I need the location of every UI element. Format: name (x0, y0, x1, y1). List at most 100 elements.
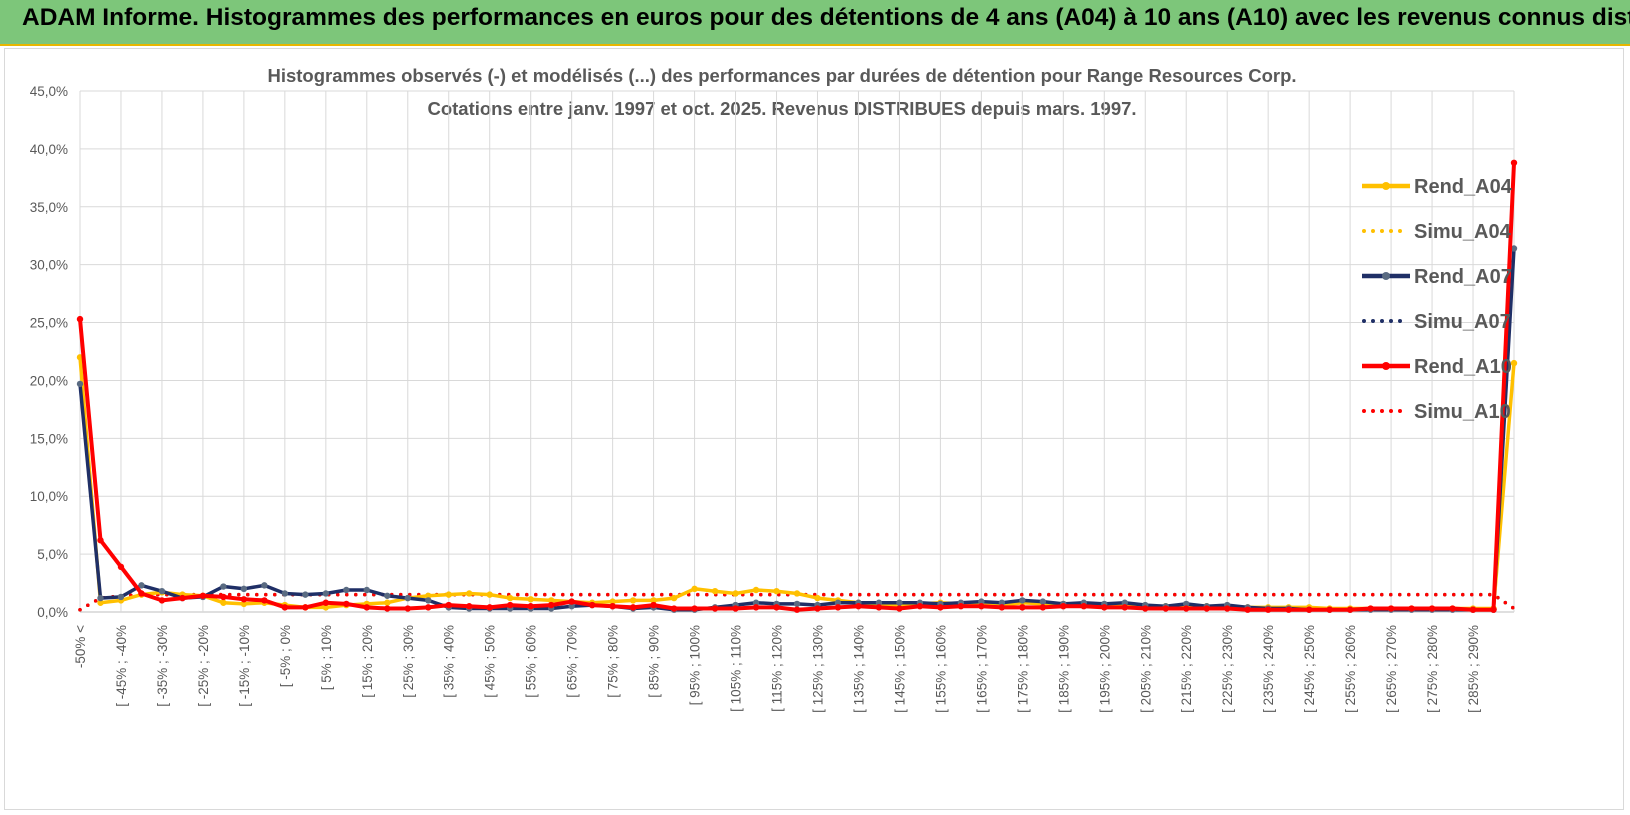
legend-marker (1382, 362, 1390, 370)
y-tick-label: 15,0% (30, 431, 68, 446)
x-tick-label: [ 215% ; 220% (1179, 625, 1194, 713)
data-point (1510, 359, 1518, 367)
data-point (1121, 604, 1128, 611)
data-point (322, 590, 330, 597)
data-point (978, 603, 985, 610)
data-point (76, 315, 84, 323)
chart-subtitle: Cotations entre janv. 1997 et oct. 2025.… (427, 98, 1136, 119)
x-tick-label: [ 165% ; 170% (974, 625, 989, 713)
data-point (1039, 604, 1047, 611)
legend-label: Simu_A04 (1414, 221, 1512, 243)
data-point (855, 603, 862, 610)
x-tick-label: [ 65% ; 70% (565, 625, 580, 698)
data-point (76, 380, 84, 388)
data-point (302, 591, 309, 598)
x-tick-label: [ -25% ; -20% (196, 625, 211, 707)
data-point (486, 591, 493, 598)
data-point (527, 603, 534, 610)
data-point (117, 563, 125, 571)
data-point (1510, 159, 1518, 166)
data-point (1101, 604, 1108, 611)
data-point (343, 600, 350, 608)
x-tick-label: [ 105% ; 110% (729, 625, 744, 712)
chart-frame (4, 48, 1624, 810)
data-point (527, 596, 534, 603)
x-tick-label: [ 155% ; 160% (933, 625, 948, 713)
series-rend-a04 (76, 354, 1518, 612)
data-point (1285, 606, 1292, 613)
data-point (1080, 603, 1088, 610)
x-tick-label: [ 5% ; 10% (319, 625, 334, 690)
x-tick-label: [ 175% ; 180% (1015, 625, 1030, 713)
data-point (547, 601, 555, 609)
data-point (1510, 245, 1518, 252)
x-axis: -50% < [ -45% ; -40% [ -35% ; -30% [ -25% ;… (73, 625, 1481, 713)
data-point (507, 601, 514, 609)
data-point (220, 583, 227, 590)
data-point (322, 604, 330, 611)
x-tick-label: [ 145% ; 150% (892, 625, 907, 713)
data-point (670, 605, 678, 612)
legend-item-simu-a10: Simu_A10 (1362, 401, 1511, 423)
x-tick-label: [ 85% ; 90% (647, 625, 662, 698)
series-line (78, 162, 1516, 612)
data-point (711, 605, 719, 612)
data-point (834, 604, 842, 611)
data-point (732, 590, 739, 597)
data-point (629, 597, 637, 604)
data-point (875, 599, 883, 606)
data-point (1387, 605, 1395, 612)
data-point (97, 537, 104, 544)
series-line (78, 357, 1516, 611)
data-point (1039, 598, 1047, 605)
data-point (588, 601, 596, 609)
data-point (466, 603, 473, 610)
x-tick-label: [ 265% ; 270% (1384, 625, 1399, 713)
data-point (261, 597, 268, 604)
legend-label: Rend_A04 (1414, 176, 1513, 198)
data-point (445, 601, 452, 609)
data-point (629, 604, 637, 611)
data-point (466, 590, 473, 597)
report-title: ADAM Informe. Histogrammes des performan… (22, 4, 1630, 31)
data-point (302, 604, 309, 611)
data-point (650, 601, 657, 609)
chart-title: Histogrammes observés (-) et modélisés (… (267, 65, 1296, 86)
x-tick-label: [ 245% ; 250% (1302, 625, 1317, 713)
data-point (1449, 605, 1456, 612)
data-point (220, 593, 227, 601)
legend-item-rend-a07: Rend_A07 (1362, 266, 1512, 288)
data-point (138, 590, 145, 597)
y-tick-label: 20,0% (30, 373, 68, 388)
y-tick-label: 30,0% (30, 258, 68, 273)
x-tick-label: [ 15% ; 20% (360, 625, 375, 698)
y-tick-label: 45,0% (30, 84, 68, 99)
data-point (1203, 605, 1210, 612)
data-point (1224, 605, 1231, 612)
x-tick-label: [ -35% ; -30% (155, 625, 170, 707)
data-point (240, 585, 248, 593)
data-point (650, 597, 657, 604)
data-point (384, 599, 391, 606)
legend-item-rend-a10: Rend_A10 (1362, 356, 1512, 378)
data-point (1121, 599, 1128, 606)
data-point (199, 592, 207, 599)
data-point (752, 586, 760, 594)
series-lines (76, 159, 1518, 613)
gridlines (79, 90, 1515, 613)
data-point (507, 594, 514, 602)
data-point (998, 604, 1006, 611)
data-point (547, 597, 555, 604)
data-point (1346, 606, 1354, 613)
x-tick-label: [ 195% ; 200% (1097, 625, 1112, 713)
legend-item-simu-a07: Simu_A07 (1362, 311, 1511, 333)
data-point (1019, 604, 1026, 611)
y-tick-label: 40,0% (30, 142, 68, 157)
data-point (875, 604, 883, 611)
data-point (814, 605, 821, 612)
data-point (384, 592, 391, 599)
legend-label: Simu_A07 (1414, 311, 1511, 333)
data-point (834, 599, 842, 606)
data-point (793, 606, 801, 613)
legend-marker (1382, 182, 1390, 190)
